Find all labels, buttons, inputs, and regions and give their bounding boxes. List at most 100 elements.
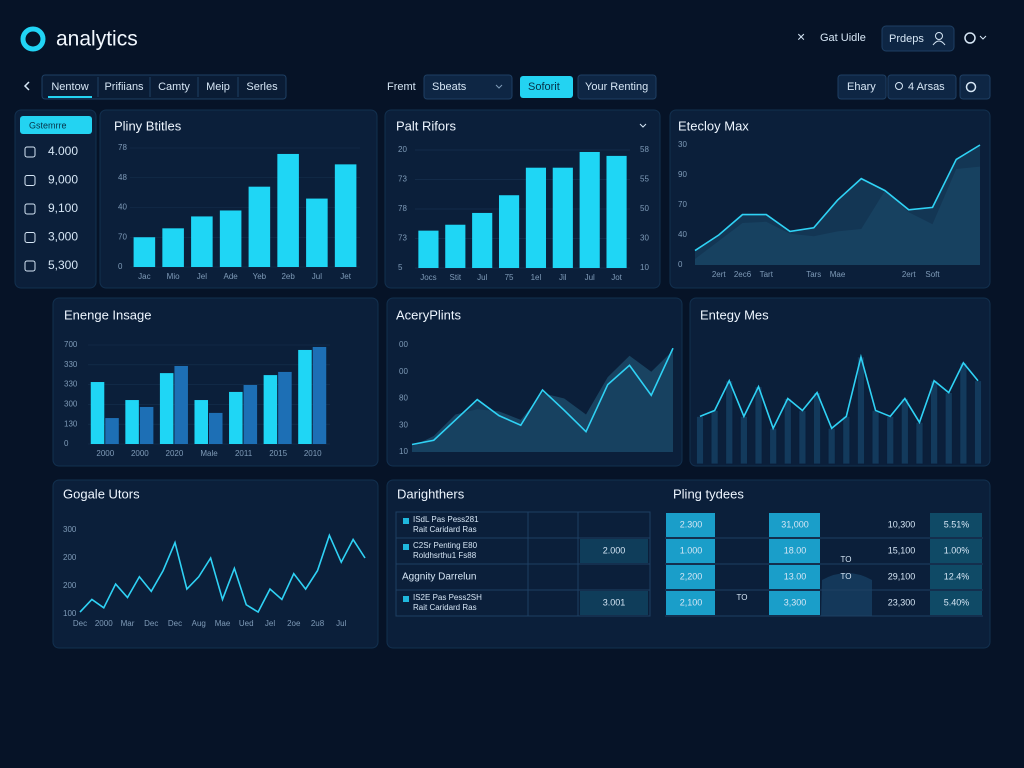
row-icon <box>403 596 409 602</box>
back-icon[interactable] <box>23 81 30 91</box>
active-button[interactable] <box>520 76 573 98</box>
table-cell <box>873 565 929 589</box>
x-tick-label: 2ert <box>712 270 727 279</box>
tab[interactable]: Serles <box>246 81 278 93</box>
table-cell <box>666 539 715 563</box>
sidebar-icon <box>24 260 36 272</box>
tab-group <box>41 74 287 100</box>
cell-text: 10,300 <box>888 519 916 529</box>
line <box>694 144 981 252</box>
panel-title: AceryPlints <box>396 307 462 322</box>
x-tick-label: 2eb <box>281 272 295 281</box>
panel-title: Pliny Btitles <box>114 118 182 133</box>
bar <box>498 195 520 268</box>
settings-icon[interactable] <box>964 32 976 44</box>
user-icon <box>935 32 943 40</box>
y-tick-label: 30 <box>399 420 408 429</box>
sidebar-icon <box>24 146 36 158</box>
y-tick-label: 0 <box>64 439 69 448</box>
user-icon <box>932 40 946 46</box>
x-tick-label: Dec <box>73 619 87 628</box>
x-tick-label: Mar <box>121 619 135 628</box>
tab[interactable]: Camty <box>158 81 190 93</box>
y-tick-label: 73 <box>398 175 407 184</box>
x-tick-label: 2011 <box>235 449 253 458</box>
cell-text: 5.40% <box>944 597 970 607</box>
x-tick-label: Mae <box>215 619 231 628</box>
x-tick-label: 1el <box>531 273 542 282</box>
area <box>695 145 980 265</box>
line <box>79 533 366 614</box>
sidebar-button[interactable] <box>20 116 92 134</box>
cell-text: 18.00 <box>784 545 807 555</box>
spike-bar <box>813 392 821 465</box>
bar <box>194 400 208 444</box>
header-link[interactable]: Gat Uidle <box>820 32 866 44</box>
bar <box>162 228 184 267</box>
bar <box>579 151 600 268</box>
secondary-button[interactable] <box>577 74 657 100</box>
cell-text: 5.51% <box>944 519 970 529</box>
x-tick-label: Dec <box>144 619 158 628</box>
bar <box>133 237 156 267</box>
cell-text: 3,300 <box>784 597 807 607</box>
x-tick-label: Jul <box>336 619 346 628</box>
dropdown[interactable] <box>423 74 513 100</box>
sidebar-item[interactable]: 3,000 <box>48 230 78 244</box>
table-cell <box>930 539 982 563</box>
table-cell <box>873 513 929 537</box>
x-tick-label: Mae <box>830 270 846 279</box>
bar <box>606 155 627 268</box>
table-cell <box>666 513 715 537</box>
x-tick-label: Tart <box>760 270 774 279</box>
chevron <box>979 35 987 40</box>
toolbar-button-label: Ehary <box>847 81 876 93</box>
sidebar-item[interactable]: 4.000 <box>48 144 78 158</box>
x-tick-label: Aug <box>192 619 206 628</box>
cell-text: 31,000 <box>781 519 809 529</box>
cell-text: 12.4% <box>944 571 970 581</box>
y-tick-label: 0 <box>118 262 123 271</box>
chevron[interactable] <box>639 123 647 128</box>
row-label: ISdL Pas Pess281 <box>413 515 479 524</box>
sidebar-item[interactable]: 9,100 <box>48 201 78 215</box>
table-cell <box>873 539 929 563</box>
sidebar-item[interactable]: 5,300 <box>48 258 78 272</box>
search-button[interactable] <box>887 74 957 100</box>
note: TO <box>737 593 748 602</box>
x-tick-label: 2020 <box>166 449 184 458</box>
tab[interactable]: Nentow <box>51 81 88 93</box>
bar <box>334 164 357 267</box>
y-tick-label: 30 <box>640 234 649 243</box>
spike-bar <box>696 415 704 465</box>
x-tick-label: Yeb <box>253 272 267 281</box>
bar <box>552 167 573 268</box>
tab[interactable]: Meip <box>206 81 230 93</box>
search-button-label: 4 Arsas <box>908 81 945 93</box>
bar <box>174 365 188 444</box>
bar <box>277 153 299 267</box>
close-icon[interactable]: × <box>797 29 805 45</box>
y-tick-label: 00 <box>399 367 408 376</box>
panel-title: Palt Rifors <box>396 118 456 133</box>
toolbar-button[interactable] <box>837 74 887 100</box>
sidebar-item[interactable]: 9,000 <box>48 173 78 187</box>
spike-bar <box>754 386 763 465</box>
tab[interactable]: Prifiians <box>104 81 144 93</box>
cell-text: 13.00 <box>784 571 807 581</box>
spike-bar <box>944 392 953 465</box>
x-tick-label: Jet <box>340 272 351 281</box>
wave <box>821 573 872 616</box>
table-cell <box>666 591 715 615</box>
row-icon <box>403 544 409 550</box>
sidebar-icon <box>24 232 36 243</box>
table-title: Darighthers <box>397 486 465 501</box>
spike-bar <box>900 398 909 465</box>
y-tick-label: 10 <box>640 263 649 272</box>
y-tick-label: 300 <box>64 400 78 409</box>
bar <box>229 391 243 444</box>
y-tick-label: 300 <box>63 525 77 534</box>
area <box>412 348 673 452</box>
header-button[interactable] <box>881 25 955 52</box>
y-tick-label: 50 <box>640 204 649 213</box>
